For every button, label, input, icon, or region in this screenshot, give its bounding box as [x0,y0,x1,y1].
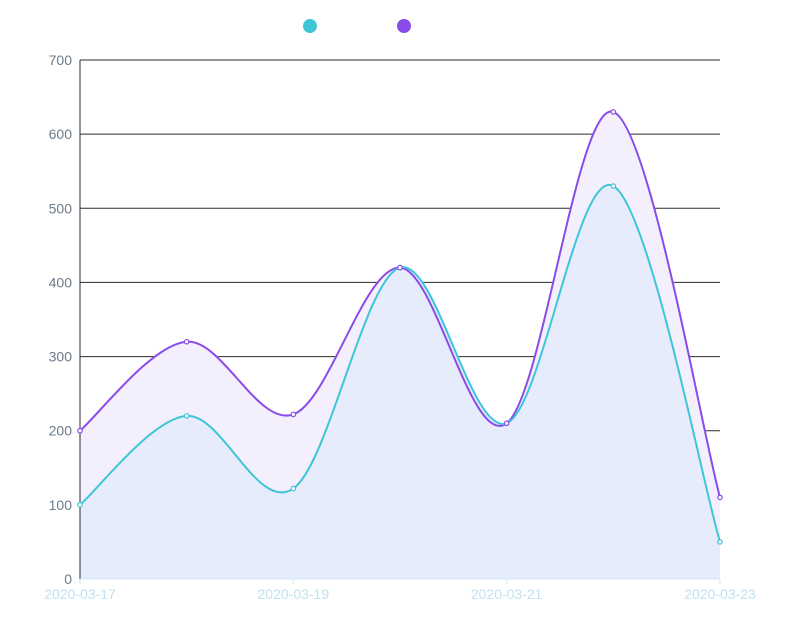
x-tick-label: 2020-03-21 [471,586,543,602]
y-tick-label-600: 600 [49,126,73,142]
x-axis-ticks: 2020-03-17 2020-03-19 2020-03-21 2020-03-23 [44,579,756,602]
series-lines [79,110,721,543]
series-2-point [717,494,723,501]
series-1-line [79,184,721,543]
series-1-point [290,485,297,492]
y-tick-label-400: 400 [49,274,73,290]
series-2-point [290,411,297,418]
x-tick-label: 2020-03-19 [258,586,330,602]
y-tick-label-200: 200 [49,423,73,439]
y-axis-ticks: 0 100 200 300 400 500 600 700 [49,52,73,587]
series-2-point [397,264,403,271]
legend-marker-1[interactable] [303,19,317,33]
series-areas [80,111,720,579]
legend-marker-2[interactable] [397,19,411,33]
series-2-point [183,338,190,345]
y-tick-label-100: 100 [49,497,73,513]
legend [303,19,411,33]
y-tick-label-0: 0 [64,571,72,587]
x-tick-label: 2020-03-17 [44,586,116,602]
series-2-point [503,420,510,427]
series-2-line [79,110,721,498]
series-2-point [610,109,617,115]
y-tick-label-500: 500 [49,200,73,216]
axes [79,60,720,580]
series-2-point [77,427,83,434]
y-tick-label-700: 700 [49,52,73,68]
series-1-point [183,413,190,419]
series-1-point [77,502,83,508]
x-tick-label: 2020-03-23 [684,586,756,602]
series-1-area [80,184,720,579]
series-1-point [610,183,617,189]
series-points [77,109,723,545]
y-tick-label-300: 300 [49,349,73,365]
series-1-point [717,539,723,545]
